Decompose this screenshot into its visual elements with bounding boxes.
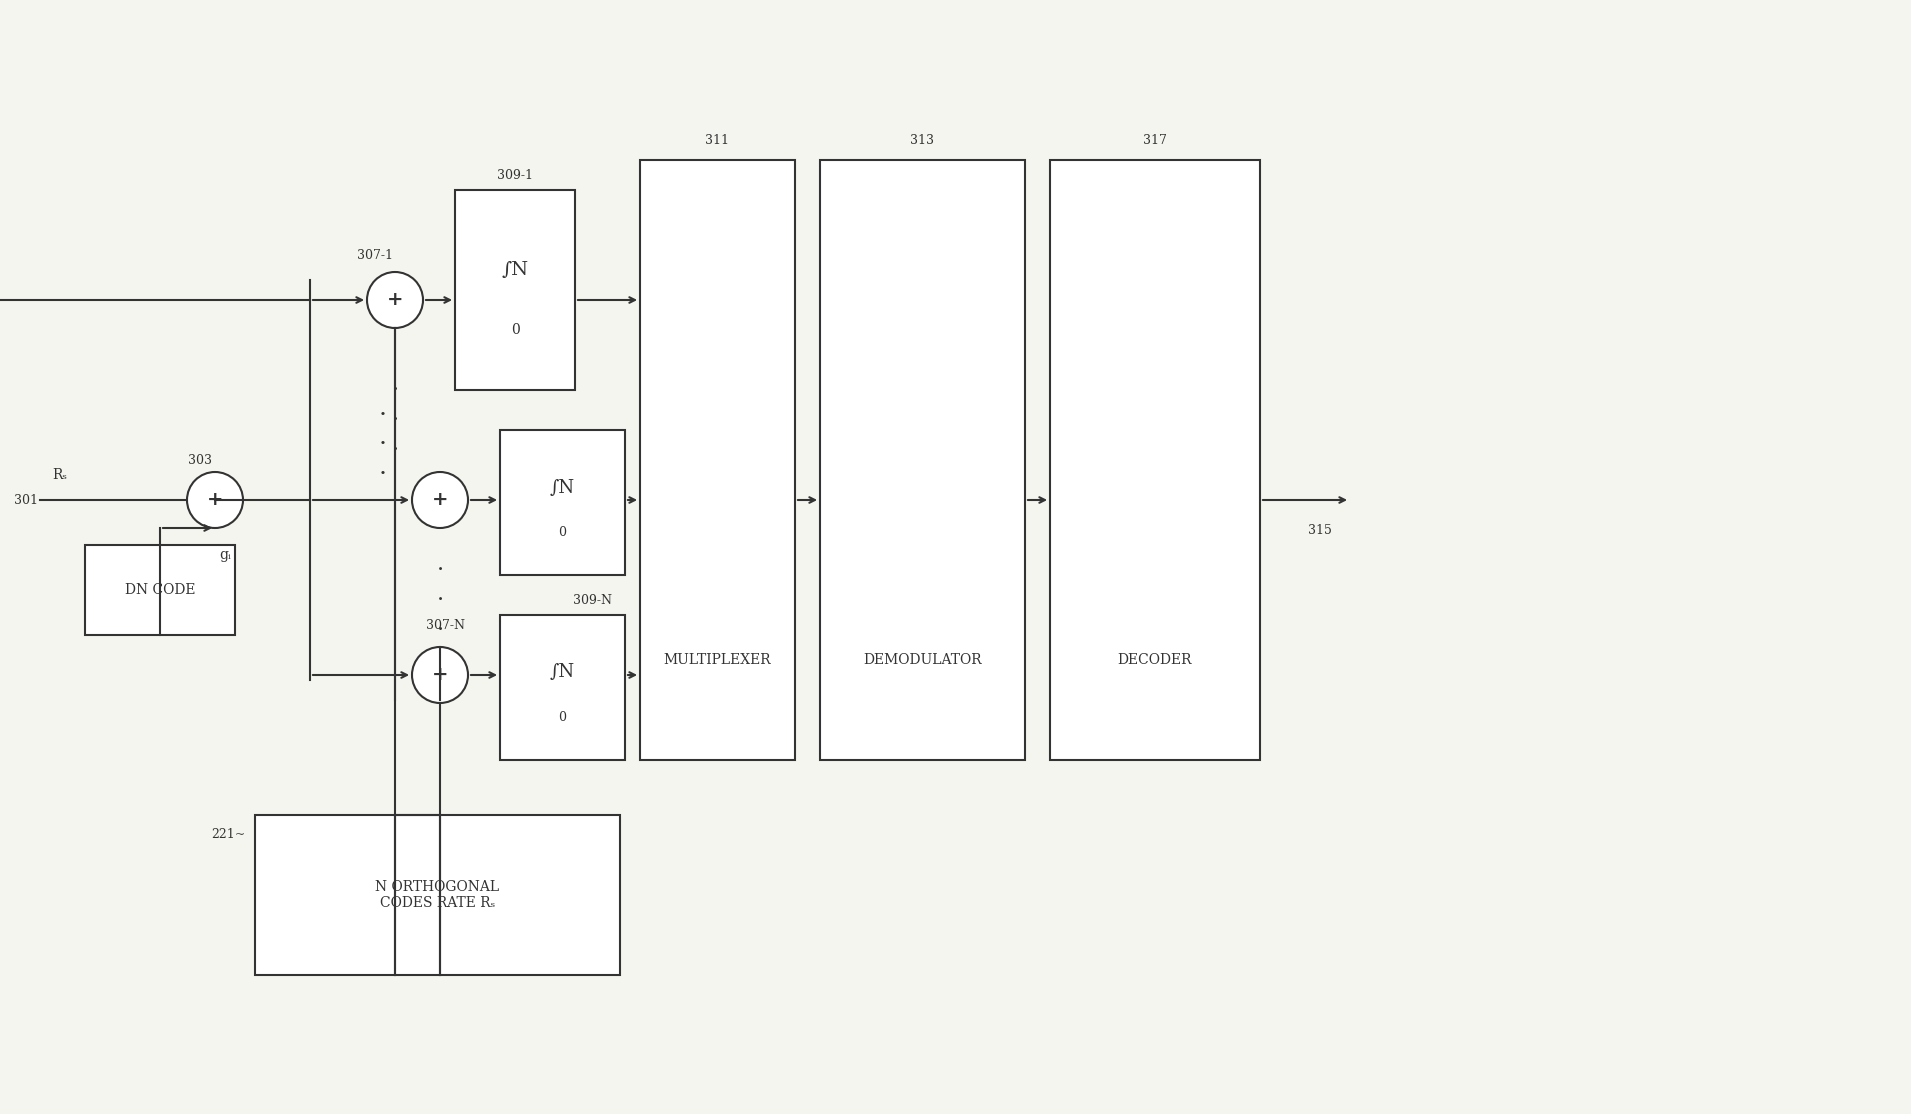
Text: ·: · [378,403,388,427]
Text: 301: 301 [13,494,38,507]
Text: 311: 311 [705,134,730,147]
FancyBboxPatch shape [820,160,1024,760]
FancyBboxPatch shape [501,615,625,760]
Text: 317: 317 [1143,134,1168,147]
Text: ∫N: ∫N [550,479,575,497]
Text: 309-1: 309-1 [497,168,533,182]
Text: ·: · [378,463,388,487]
Text: ·: · [436,619,443,641]
Text: DEMODULATOR: DEMODULATOR [864,653,982,667]
Text: ∫N: ∫N [550,664,575,682]
Text: ·: · [392,409,399,431]
FancyBboxPatch shape [84,545,235,635]
Text: ·: · [392,439,399,461]
Text: ·: · [392,379,399,401]
Circle shape [187,472,243,528]
Text: +: + [432,666,449,684]
Text: 303: 303 [187,453,212,467]
FancyBboxPatch shape [455,190,575,390]
Text: 307-N: 307-N [426,618,464,632]
Text: N ORTHOGONAL
CODES RATE Rₛ: N ORTHOGONAL CODES RATE Rₛ [375,880,499,910]
FancyBboxPatch shape [254,815,619,975]
Text: ·: · [436,589,443,610]
Text: 307-1: 307-1 [357,248,394,262]
Text: 309-N: 309-N [573,594,612,606]
Text: ·: · [378,433,388,457]
Text: Rₛ: Rₛ [52,468,67,482]
Circle shape [413,647,468,703]
FancyBboxPatch shape [1049,160,1259,760]
Text: 0: 0 [558,711,566,724]
Text: ·: · [436,559,443,582]
Text: DECODER: DECODER [1118,653,1192,667]
FancyBboxPatch shape [640,160,795,760]
Text: MULTIPLEXER: MULTIPLEXER [663,653,772,667]
Text: 0: 0 [510,323,520,338]
Text: +: + [432,491,449,509]
Text: 221~: 221~ [210,829,245,841]
Text: 315: 315 [1307,524,1332,537]
Text: ∫N: ∫N [501,261,529,278]
Circle shape [413,472,468,528]
Text: +: + [386,291,403,309]
Text: 313: 313 [910,134,934,147]
Text: DN CODE: DN CODE [124,583,195,597]
Text: 0: 0 [558,526,566,539]
Circle shape [367,272,422,328]
FancyBboxPatch shape [501,430,625,575]
Text: gᵢ: gᵢ [220,548,231,561]
Text: +: + [206,491,224,509]
